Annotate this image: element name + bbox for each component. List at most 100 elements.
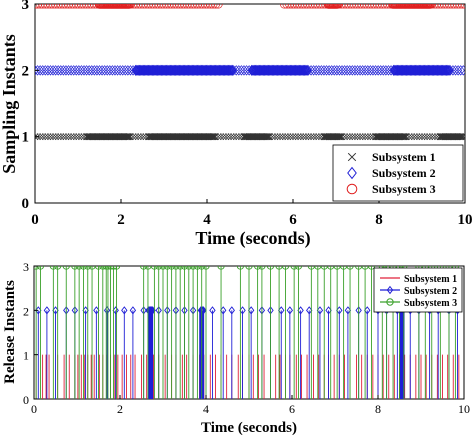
release-stem-marker: [71, 266, 79, 270]
sampling-point: [336, 4, 346, 9]
sampling-point: [341, 4, 351, 9]
sampling-series-subsystem-3: [35, 4, 465, 9]
sampling-series-subsystem-2: [35, 64, 465, 76]
sampling-point: [364, 133, 372, 141]
release-stem-marker: [202, 266, 210, 270]
sampling-point: [84, 4, 94, 9]
sampling-point: [132, 133, 140, 141]
release-stem-marker: [236, 266, 245, 270]
sampling-point: [59, 133, 67, 141]
release-stem-marker: [79, 266, 88, 270]
sampling-point: [410, 133, 418, 141]
sampling-point: [318, 4, 328, 9]
release-series-subsystem-2: [35, 306, 461, 399]
sampling-point: [300, 64, 309, 76]
sampling-point: [62, 133, 70, 141]
sampling-point: [212, 133, 220, 141]
sampling-legend-marker: [346, 183, 358, 195]
sampling-point: [129, 133, 137, 141]
sampling-point: [54, 133, 62, 141]
release-stem-marker: [339, 266, 348, 270]
sampling-point: [217, 133, 225, 141]
sampling-point: [405, 133, 413, 141]
sampling-point: [450, 4, 460, 9]
sampling-point: [282, 4, 292, 9]
sampling-point: [263, 133, 271, 141]
sampling-point: [375, 4, 385, 9]
sampling-point: [349, 4, 359, 9]
sampling-point: [35, 4, 45, 9]
sampling-point: [423, 133, 431, 141]
release-stem-marker: [99, 266, 107, 270]
sampling-point: [447, 4, 457, 9]
sampling-point: [77, 133, 85, 141]
sampling-x-tick-label: 10: [458, 212, 473, 228]
sampling-point: [222, 133, 230, 141]
sampling-point: [137, 133, 145, 141]
release-stem-marker: [172, 266, 180, 270]
sampling-point: [211, 4, 221, 9]
sampling-point: [180, 4, 190, 9]
sampling-point: [128, 4, 138, 9]
release-stem-marker: [84, 266, 92, 270]
sampling-point: [459, 65, 465, 76]
sampling-point: [214, 133, 222, 141]
sampling-point: [408, 133, 416, 141]
sampling-point: [292, 133, 300, 141]
release-stem-marker: [199, 306, 206, 315]
sampling-legend: Subsystem 1 Subsystem 2 Subsystem 3: [332, 144, 464, 202]
release-legend-label: Subsystem 3: [404, 298, 457, 309]
release-stem-marker: [121, 306, 128, 315]
sampling-point: [359, 4, 369, 9]
sampling-point: [338, 133, 346, 141]
sampling-point: [281, 133, 289, 141]
sampling-point: [403, 133, 410, 141]
sampling-point: [136, 4, 146, 9]
sampling-point: [289, 133, 297, 141]
release-stem-marker: [209, 306, 216, 315]
sampling-point: [442, 64, 451, 76]
sampling-point: [439, 4, 449, 9]
release-stem-marker: [266, 266, 275, 270]
sampling-point: [146, 4, 156, 9]
release-legend-label: Subsystem 1: [404, 274, 457, 285]
sampling-point: [295, 4, 305, 9]
sampling-point: [124, 133, 132, 141]
release-stem-marker: [43, 306, 51, 315]
sampling-x-axis-label: Time (seconds): [195, 228, 310, 249]
release-stem-marker: [189, 266, 197, 270]
sampling-legend-label: Subsystem 1: [372, 150, 436, 164]
release-stem-marker: [104, 266, 112, 270]
release-stem-marker: [106, 266, 115, 270]
sampling-point: [164, 4, 174, 9]
sampling-point: [156, 4, 166, 9]
sampling-point: [274, 133, 281, 141]
release-y-tick-label: 2: [23, 304, 29, 318]
sampling-y-tick-label: 1: [22, 130, 30, 146]
sampling-point: [39, 133, 47, 141]
sampling-point: [380, 4, 390, 9]
sampling-point: [219, 133, 227, 141]
sampling-point: [69, 4, 79, 9]
release-stem-marker: [180, 266, 189, 270]
sampling-point: [76, 4, 86, 9]
sampling-x-tick-label: 4: [203, 212, 211, 228]
sampling-point: [359, 133, 367, 141]
release-stem-marker: [258, 266, 266, 270]
sampling-point: [457, 133, 465, 141]
sampling-x-tick-label: 2: [117, 212, 125, 228]
release-stem-marker: [159, 266, 167, 270]
sampling-point: [192, 4, 203, 9]
sampling-point: [182, 4, 192, 9]
sampling-point: [52, 133, 60, 141]
sampling-point: [143, 4, 154, 9]
sampling-point: [313, 4, 323, 9]
sampling-point: [348, 133, 356, 141]
sampling-point: [71, 4, 81, 9]
release-y-tick-label: 0: [23, 393, 29, 407]
release-stem-marker: [286, 306, 294, 315]
sampling-point: [49, 133, 57, 141]
sampling-point: [127, 133, 134, 141]
